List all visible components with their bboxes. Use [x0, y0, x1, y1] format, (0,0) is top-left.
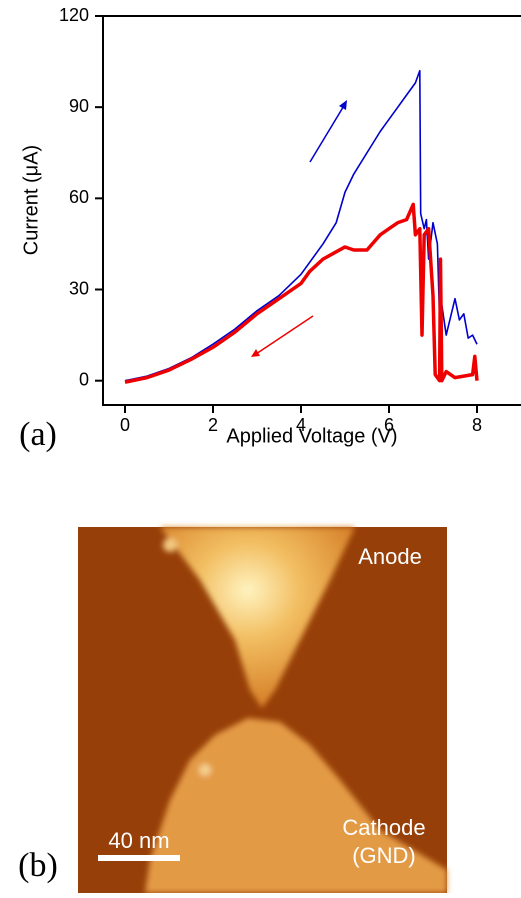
- anode-label: Anode: [358, 544, 422, 569]
- y-tick-label: 0: [79, 369, 89, 389]
- x-tick-label: 0: [120, 415, 130, 435]
- arrowhead: [251, 349, 260, 357]
- x-tick-label: 6: [384, 415, 394, 435]
- panel-label: (b): [18, 847, 58, 884]
- cathode-label: Cathode: [342, 815, 425, 840]
- y-axis-label: Current (μA): [20, 145, 42, 255]
- x-tick-label: 8: [472, 415, 482, 435]
- afm-image: Anode Cathode (GND) 40 nm: [78, 527, 447, 893]
- y-tick-label: 60: [69, 187, 89, 207]
- plot: 0 2 4 6 8 0 30 60 90 120: [59, 5, 521, 435]
- x-axis-label: Applied Voltage (V): [226, 425, 397, 447]
- electrodes: [145, 527, 447, 893]
- arrowhead: [339, 100, 347, 110]
- series-line: [124, 69, 478, 382]
- ground-label: (GND): [352, 843, 416, 868]
- series-line: [124, 202, 479, 384]
- panel-label: (a): [19, 416, 57, 453]
- y-tick-label: 120: [59, 5, 89, 25]
- sweep-arrow: [255, 315, 314, 355]
- y-tick-label: 30: [69, 278, 89, 298]
- axis-frame: [102, 15, 521, 406]
- x-tick-label: 4: [296, 415, 306, 435]
- sweep-arrow: [309, 103, 346, 163]
- scale-bar: [98, 855, 180, 861]
- x-tick-label: 2: [208, 415, 218, 435]
- scale-bar-label: 40 nm: [108, 828, 169, 853]
- y-tick-label: 90: [69, 96, 89, 116]
